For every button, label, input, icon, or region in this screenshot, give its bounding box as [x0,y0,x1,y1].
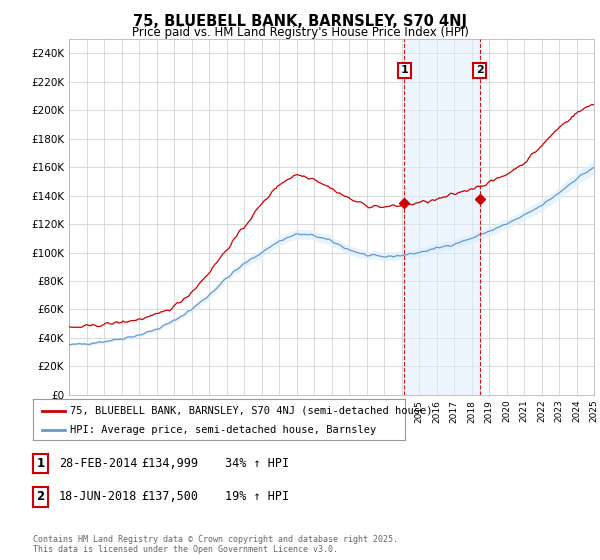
Text: 2: 2 [37,491,44,503]
Text: 2: 2 [476,66,484,76]
Text: 1: 1 [400,66,408,76]
Text: £134,999: £134,999 [141,457,198,470]
Text: 34% ↑ HPI: 34% ↑ HPI [225,457,289,470]
Text: 1: 1 [37,457,44,470]
Text: 19% ↑ HPI: 19% ↑ HPI [225,491,289,503]
Text: Price paid vs. HM Land Registry's House Price Index (HPI): Price paid vs. HM Land Registry's House … [131,26,469,39]
Text: HPI: Average price, semi-detached house, Barnsley: HPI: Average price, semi-detached house,… [70,424,376,435]
Text: 28-FEB-2014: 28-FEB-2014 [59,457,137,470]
Text: 18-JUN-2018: 18-JUN-2018 [59,491,137,503]
Text: Contains HM Land Registry data © Crown copyright and database right 2025.
This d: Contains HM Land Registry data © Crown c… [33,535,398,554]
Bar [404,39,479,395]
Text: 75, BLUEBELL BANK, BARNSLEY, S70 4NJ (semi-detached house): 75, BLUEBELL BANK, BARNSLEY, S70 4NJ (se… [70,405,433,416]
Text: 75, BLUEBELL BANK, BARNSLEY, S70 4NJ: 75, BLUEBELL BANK, BARNSLEY, S70 4NJ [133,14,467,29]
Text: £137,500: £137,500 [141,491,198,503]
